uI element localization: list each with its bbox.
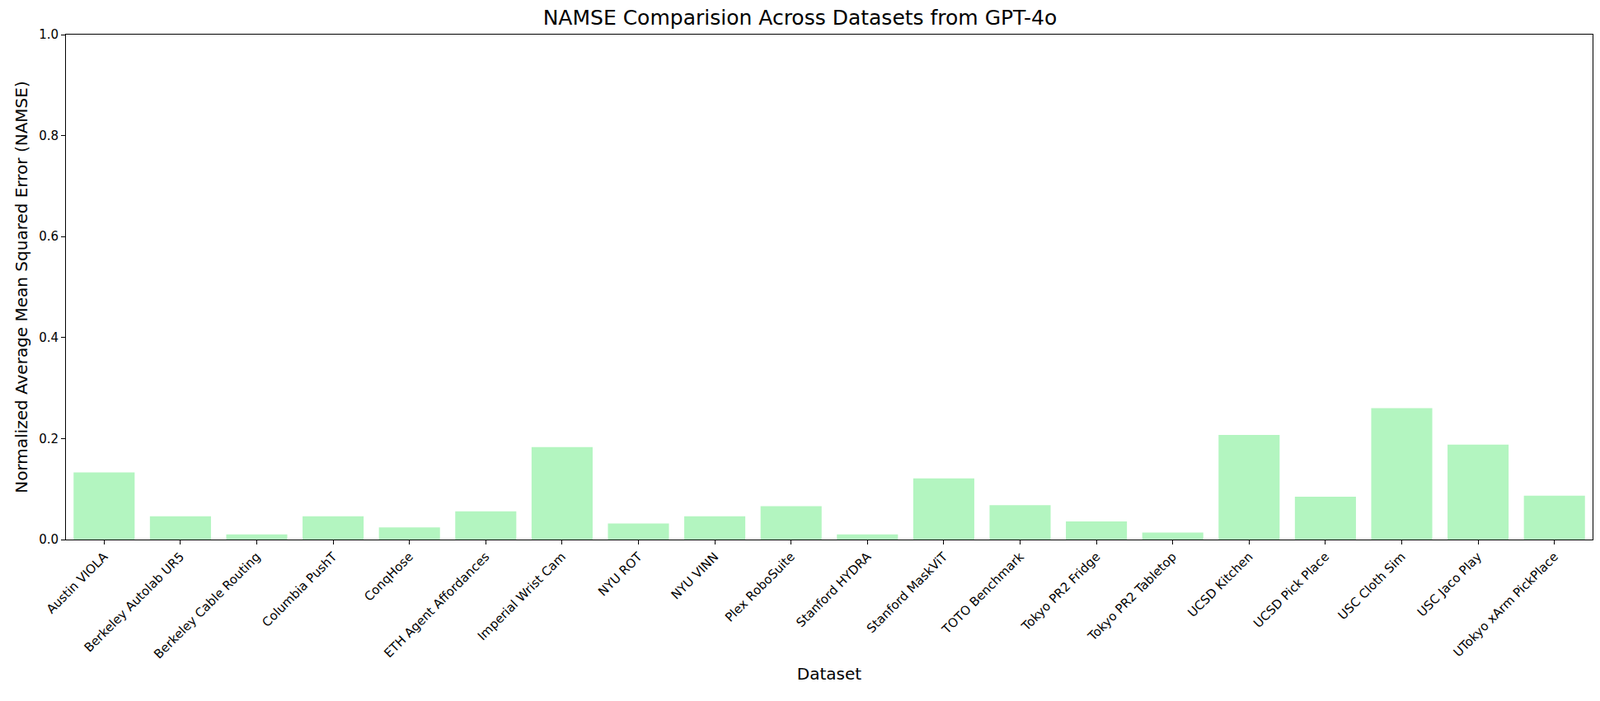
svg-text:UCSD Pick Place: UCSD Pick Place: [1250, 549, 1333, 632]
svg-text:0.0: 0.0: [38, 532, 59, 548]
svg-text:Berkeley Cable Routing: Berkeley Cable Routing: [150, 549, 263, 662]
svg-text:Tokyo PR2 Fridge: Tokyo PR2 Fridge: [1018, 549, 1103, 635]
svg-text:Austin VIOLA: Austin VIOLA: [43, 548, 112, 617]
svg-text:Tokyo PR2 Tabletop: Tokyo PR2 Tabletop: [1084, 549, 1180, 645]
svg-text:NAMSE Comparision Across Datas: NAMSE Comparision Across Datasets from G…: [543, 5, 1058, 30]
svg-text:NYU VINN: NYU VINN: [668, 549, 723, 604]
svg-text:Berkeley Autolab UR5: Berkeley Autolab UR5: [81, 549, 188, 656]
svg-text:ConqHose: ConqHose: [361, 549, 417, 606]
svg-text:NYU ROT: NYU ROT: [595, 548, 646, 600]
svg-text:0.8: 0.8: [38, 128, 59, 144]
svg-text:0.4: 0.4: [38, 330, 59, 346]
svg-text:Stanford MaskViT: Stanford MaskViT: [863, 548, 952, 637]
svg-text:Columbia PushT: Columbia PushT: [258, 548, 340, 630]
svg-text:UTokyo xArm PickPlace: UTokyo xArm PickPlace: [1450, 549, 1562, 661]
svg-text:Plex RoboSuite: Plex RoboSuite: [722, 549, 798, 626]
svg-text:0.6: 0.6: [38, 229, 59, 244]
svg-text:USC Jaco Play: USC Jaco Play: [1414, 549, 1486, 621]
svg-text:UCSD Kitchen: UCSD Kitchen: [1184, 549, 1256, 621]
svg-text:TOTO Benchmark: TOTO Benchmark: [938, 549, 1028, 639]
svg-text:ETH Agent Affordances: ETH Agent Affordances: [380, 549, 493, 662]
svg-text:Imperial Wrist Cam: Imperial Wrist Cam: [474, 549, 569, 644]
svg-text:1.0: 1.0: [38, 27, 59, 43]
svg-text:Stanford HYDRA: Stanford HYDRA: [792, 548, 875, 631]
svg-text:0.2: 0.2: [38, 431, 59, 447]
svg-text:USC Cloth Sim: USC Cloth Sim: [1335, 549, 1409, 624]
svg-text:Dataset: Dataset: [797, 664, 862, 685]
svg-text:Normalized Average Mean Square: Normalized Average Mean Squared Error (N…: [11, 80, 32, 494]
